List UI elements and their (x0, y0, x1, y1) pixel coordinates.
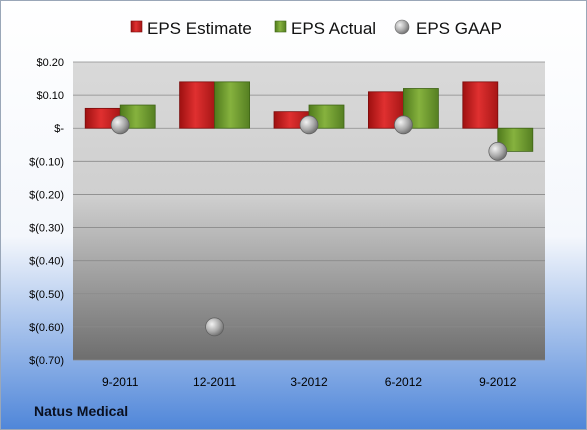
legend-label-actual: EPS Actual (291, 19, 376, 38)
y-tick-label: $0.20 (36, 57, 64, 69)
bar-eps-estimate (179, 81, 216, 129)
y-tick-label: $(0.60) (29, 322, 64, 334)
x-axis-ticks: 9-2011 12-2011 3-2012 6-2012 9-2012 (102, 375, 517, 389)
legend-label-estimate: EPS Estimate (147, 19, 252, 38)
legend-swatch-actual (274, 20, 287, 33)
marker-eps-gaap (488, 142, 508, 161)
y-tick-label: $(0.70) (29, 355, 64, 367)
x-tick-label: 9-2011 (102, 375, 139, 389)
y-tick-label: $- (54, 123, 64, 135)
x-tick-label: 6-2012 (385, 375, 423, 389)
legend-label-gaap: EPS GAAP (416, 19, 502, 38)
bar-eps-actual (497, 127, 534, 152)
marker-eps-gaap (394, 115, 413, 135)
y-axis-ticks: $0.20 $0.10 $- $(0.10) $(0.20) $(0.30) $(0.40)… (29, 57, 64, 367)
legend-swatch-gaap (394, 19, 410, 35)
marker-series (110, 115, 508, 337)
y-tick-label: $(0.50) (29, 289, 64, 301)
company-name: Natus Medical (34, 403, 128, 419)
x-tick-label: 12-2011 (193, 375, 236, 389)
legend-swatch-estimate (130, 20, 143, 33)
marker-eps-gaap (299, 115, 319, 135)
x-tick-label: 3-2012 (290, 375, 328, 389)
bar-series (84, 81, 534, 152)
y-tick-label: $(0.20) (29, 189, 64, 201)
marker-eps-gaap (110, 115, 130, 135)
bar-eps-actual (214, 81, 251, 129)
y-tick-label: $(0.30) (29, 223, 64, 235)
legend: EPS Estimate EPS Actual EPS GAAP (130, 19, 502, 38)
marker-eps-gaap (205, 317, 224, 337)
y-tick-label: $(0.40) (29, 256, 64, 268)
y-tick-label: $(0.10) (29, 156, 64, 168)
y-tick-label: $0.10 (36, 90, 64, 102)
x-tick-label: 9-2012 (479, 375, 517, 389)
bar-eps-estimate (462, 81, 499, 129)
